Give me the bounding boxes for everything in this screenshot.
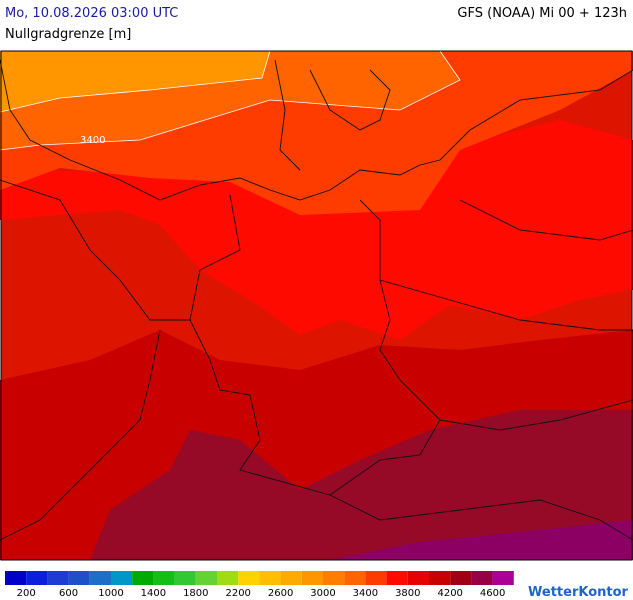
legend-swatch <box>429 571 451 585</box>
legend-label: 600 <box>59 588 78 599</box>
legend-swatch <box>195 571 217 585</box>
borders <box>0 59 633 541</box>
legend-swatch <box>238 571 260 585</box>
legend-label: 200 <box>17 588 36 599</box>
legend-swatch <box>386 571 408 585</box>
legend-label: 1000 <box>98 588 123 599</box>
legend-swatch <box>301 571 323 585</box>
legend-swatch <box>132 571 154 585</box>
legend-label: 1800 <box>183 588 208 599</box>
legend-label: 3800 <box>395 588 420 599</box>
legend-swatch <box>153 571 175 585</box>
contour-label: 3400 <box>80 135 105 146</box>
legend-swatch <box>450 571 472 585</box>
legend-swatch <box>280 571 302 585</box>
legend-swatch <box>217 571 239 585</box>
legend-swatch <box>407 571 429 585</box>
legend-label: 3400 <box>353 588 378 599</box>
logo: WetterKontor <box>528 585 629 600</box>
legend-swatch <box>174 571 196 585</box>
map-frame <box>0 50 633 561</box>
legend-swatch <box>471 571 493 585</box>
legend-swatch <box>344 571 366 585</box>
legend-swatch <box>5 571 27 585</box>
legend-swatch <box>492 571 514 585</box>
legend: 200 600 1000 1400 1800 2200 2600 3000 3400 3800 42… <box>5 571 514 599</box>
legend-label: 2200 <box>225 588 250 599</box>
legend-swatch <box>26 571 48 585</box>
legend-label: 4200 <box>437 588 462 599</box>
map-field <box>0 50 633 560</box>
legend-label: 4600 <box>480 588 505 599</box>
legend-swatch <box>259 571 281 585</box>
legend-label: 3000 <box>310 588 335 599</box>
model-run: GFS (NOAA) Mi 00 + 123h <box>457 6 627 21</box>
legend-swatch <box>89 571 111 585</box>
legend-swatch <box>365 571 387 585</box>
legend-swatch <box>323 571 345 585</box>
datetime: Mo, 10.08.2026 03:00 UTC <box>5 6 179 21</box>
legend-swatch <box>68 571 90 585</box>
legend-label: 2600 <box>268 588 293 599</box>
legend-swatch <box>47 571 69 585</box>
legend-label: 1400 <box>141 588 166 599</box>
legend-swatch <box>111 571 133 585</box>
subtitle: Nullgradgrenze [m] <box>5 27 132 42</box>
